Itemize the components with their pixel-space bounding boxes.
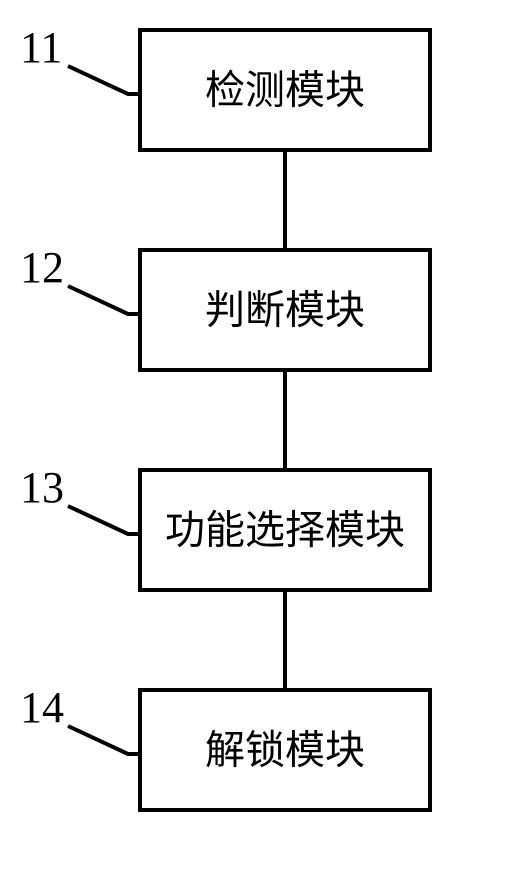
- leader-line: [68, 506, 140, 534]
- node-label: 判断模块: [205, 288, 365, 333]
- flowchart-node: 功能选择模块: [140, 470, 430, 590]
- node-ref-label: 11: [20, 23, 62, 72]
- flowchart-node: 检测模块: [140, 30, 430, 150]
- flowchart-node: 判断模块: [140, 250, 430, 370]
- leader-line: [68, 66, 140, 94]
- node-ref-label: 14: [20, 683, 64, 732]
- node-label: 检测模块: [205, 68, 365, 113]
- node-ref-label: 13: [20, 463, 64, 512]
- flowchart-canvas: 检测模块 11 判断模块 12 功能选择模块 13 解锁模块 14: [0, 0, 525, 879]
- node-label: 功能选择模块: [165, 508, 405, 553]
- node-ref-label: 12: [20, 243, 64, 292]
- flowchart-node: 解锁模块: [140, 690, 430, 810]
- node-label: 解锁模块: [205, 728, 365, 773]
- leader-line: [68, 726, 140, 754]
- leader-line: [68, 286, 140, 314]
